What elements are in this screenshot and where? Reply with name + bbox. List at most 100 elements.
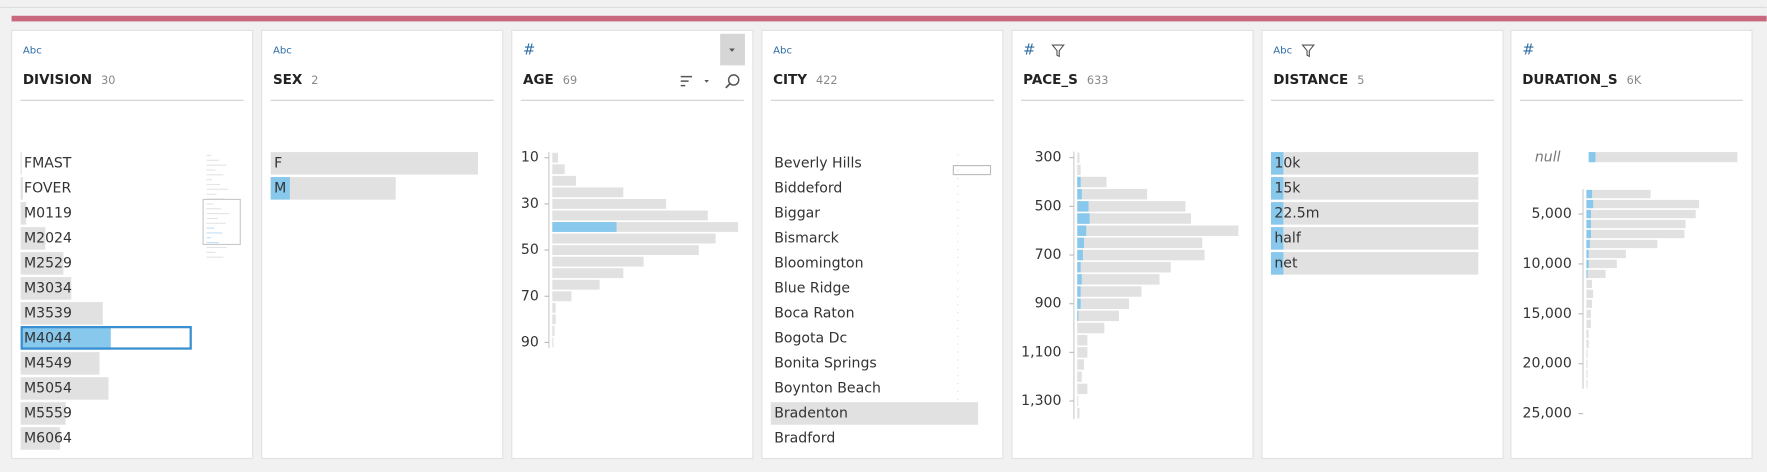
value-bar[interactable]: [20, 427, 61, 450]
histogram-bar[interactable]: [1077, 334, 1088, 346]
histogram-bar[interactable]: [1586, 239, 1658, 249]
value-label[interactable]: FOVER: [24, 180, 71, 196]
value-label[interactable]: 22.5m: [1274, 205, 1319, 221]
histogram-bar[interactable]: [1586, 339, 1589, 348]
value-label[interactable]: M0119: [24, 205, 72, 221]
value-bar[interactable]: [1271, 152, 1479, 175]
histogram-bar[interactable]: [1586, 379, 1588, 388]
value-label[interactable]: half: [1274, 230, 1301, 246]
histogram-bar[interactable]: [552, 245, 699, 256]
histogram-bar[interactable]: [1586, 299, 1593, 309]
histogram-bar[interactable]: [1586, 259, 1617, 269]
histogram-bar[interactable]: [552, 152, 558, 163]
value-label[interactable]: Bloomington: [774, 255, 863, 271]
histogram-bar[interactable]: [552, 210, 708, 221]
histogram-bar[interactable]: [1586, 209, 1696, 219]
histogram-bar[interactable]: [1077, 407, 1080, 419]
value-label[interactable]: Boynton Beach: [774, 380, 881, 396]
histogram-bar[interactable]: [1586, 189, 1651, 199]
value-label[interactable]: Blue Ridge: [774, 280, 850, 296]
value-bar[interactable]: [1271, 177, 1479, 200]
histogram-bar[interactable]: [1586, 359, 1588, 368]
histogram-bar[interactable]: [1077, 249, 1205, 261]
histogram-bar[interactable]: [552, 222, 739, 232]
histogram-bar[interactable]: [552, 337, 554, 348]
value-label[interactable]: Biggar: [774, 205, 820, 221]
value-bar[interactable]: [270, 177, 396, 200]
histogram-bar[interactable]: [1586, 249, 1626, 259]
value-label[interactable]: M2529: [24, 255, 72, 271]
histogram-bar[interactable]: [552, 268, 624, 279]
value-bar[interactable]: [270, 152, 478, 175]
value-label[interactable]: 15k: [1274, 180, 1301, 196]
null-bar[interactable]: [1588, 152, 1738, 163]
histogram-bar[interactable]: [1077, 152, 1080, 163]
histogram-bar[interactable]: [1586, 279, 1593, 289]
value-label[interactable]: Beverly Hills: [774, 155, 861, 171]
value-label[interactable]: M: [274, 180, 286, 196]
histogram-bar[interactable]: [552, 187, 624, 198]
value-label[interactable]: Bogota Dc: [774, 330, 847, 346]
histogram-bar[interactable]: [1077, 322, 1105, 334]
value-bar[interactable]: [20, 252, 64, 275]
histogram-bar[interactable]: [1077, 310, 1119, 322]
value-bar[interactable]: [20, 227, 46, 250]
sort-icon[interactable]: [680, 75, 692, 87]
value-label[interactable]: net: [1274, 255, 1298, 271]
histogram-bar[interactable]: [552, 175, 576, 186]
histogram-bar[interactable]: [552, 291, 572, 302]
histogram-bar[interactable]: [1077, 371, 1082, 382]
value-label[interactable]: M6064: [24, 430, 72, 446]
histogram-bar[interactable]: [1077, 237, 1203, 249]
value-bar[interactable]: [1271, 252, 1479, 275]
value-label[interactable]: M3539: [24, 305, 72, 321]
histogram-bar[interactable]: [1077, 395, 1079, 407]
column-card[interactable]: [261, 29, 504, 460]
histogram-bar[interactable]: [1586, 319, 1591, 328]
histogram-bar[interactable]: [552, 314, 556, 325]
histogram-bar[interactable]: [552, 279, 600, 290]
histogram-bar[interactable]: [1077, 201, 1186, 212]
value-bar[interactable]: [20, 402, 66, 425]
histogram-bar[interactable]: [552, 198, 667, 209]
histogram-bar[interactable]: [1586, 219, 1686, 229]
column-card[interactable]: [761, 29, 1004, 460]
value-label[interactable]: Bonita Springs: [774, 355, 877, 371]
value-bar[interactable]: [20, 352, 100, 375]
histogram-bar[interactable]: [1586, 289, 1594, 299]
histogram-bar[interactable]: [1077, 298, 1130, 309]
histogram-bar[interactable]: [552, 325, 555, 336]
value-bar[interactable]: [20, 177, 23, 200]
histogram-bar[interactable]: [1586, 269, 1606, 279]
histogram-bar[interactable]: [552, 164, 565, 175]
histogram-bar[interactable]: [552, 302, 556, 313]
histogram-bar[interactable]: [1586, 369, 1588, 378]
value-label[interactable]: Biddeford: [774, 180, 842, 196]
value-bar[interactable]: [770, 402, 979, 425]
histogram-bar[interactable]: [1077, 213, 1192, 224]
histogram-bar[interactable]: [1586, 229, 1685, 239]
value-label[interactable]: Bismarck: [774, 230, 839, 246]
value-label[interactable]: M3034: [24, 280, 72, 296]
histogram-bar[interactable]: [1586, 329, 1589, 338]
histogram-bar[interactable]: [1077, 261, 1171, 273]
value-label[interactable]: M5054: [24, 380, 72, 396]
histogram-bar[interactable]: [1077, 225, 1239, 236]
value-bar[interactable]: [1271, 227, 1479, 250]
value-bar[interactable]: [20, 302, 103, 325]
value-label[interactable]: M5559: [24, 405, 72, 421]
column-card[interactable]: [511, 29, 754, 460]
histogram-bar[interactable]: [1077, 164, 1081, 176]
histogram-bar[interactable]: [1586, 199, 1700, 209]
value-bar[interactable]: [20, 202, 27, 225]
value-label[interactable]: Boca Raton: [774, 305, 854, 321]
value-bar[interactable]: [20, 152, 22, 175]
value-label[interactable]: Bradenton: [774, 405, 848, 421]
histogram-bar[interactable]: [1077, 274, 1160, 285]
histogram-bar[interactable]: [1077, 286, 1142, 297]
histogram-bar[interactable]: [1586, 309, 1591, 318]
histogram-bar[interactable]: [1586, 349, 1588, 358]
value-label[interactable]: 10k: [1274, 155, 1301, 171]
search-icon[interactable]: [727, 74, 740, 86]
value-label[interactable]: M2024: [24, 230, 72, 246]
